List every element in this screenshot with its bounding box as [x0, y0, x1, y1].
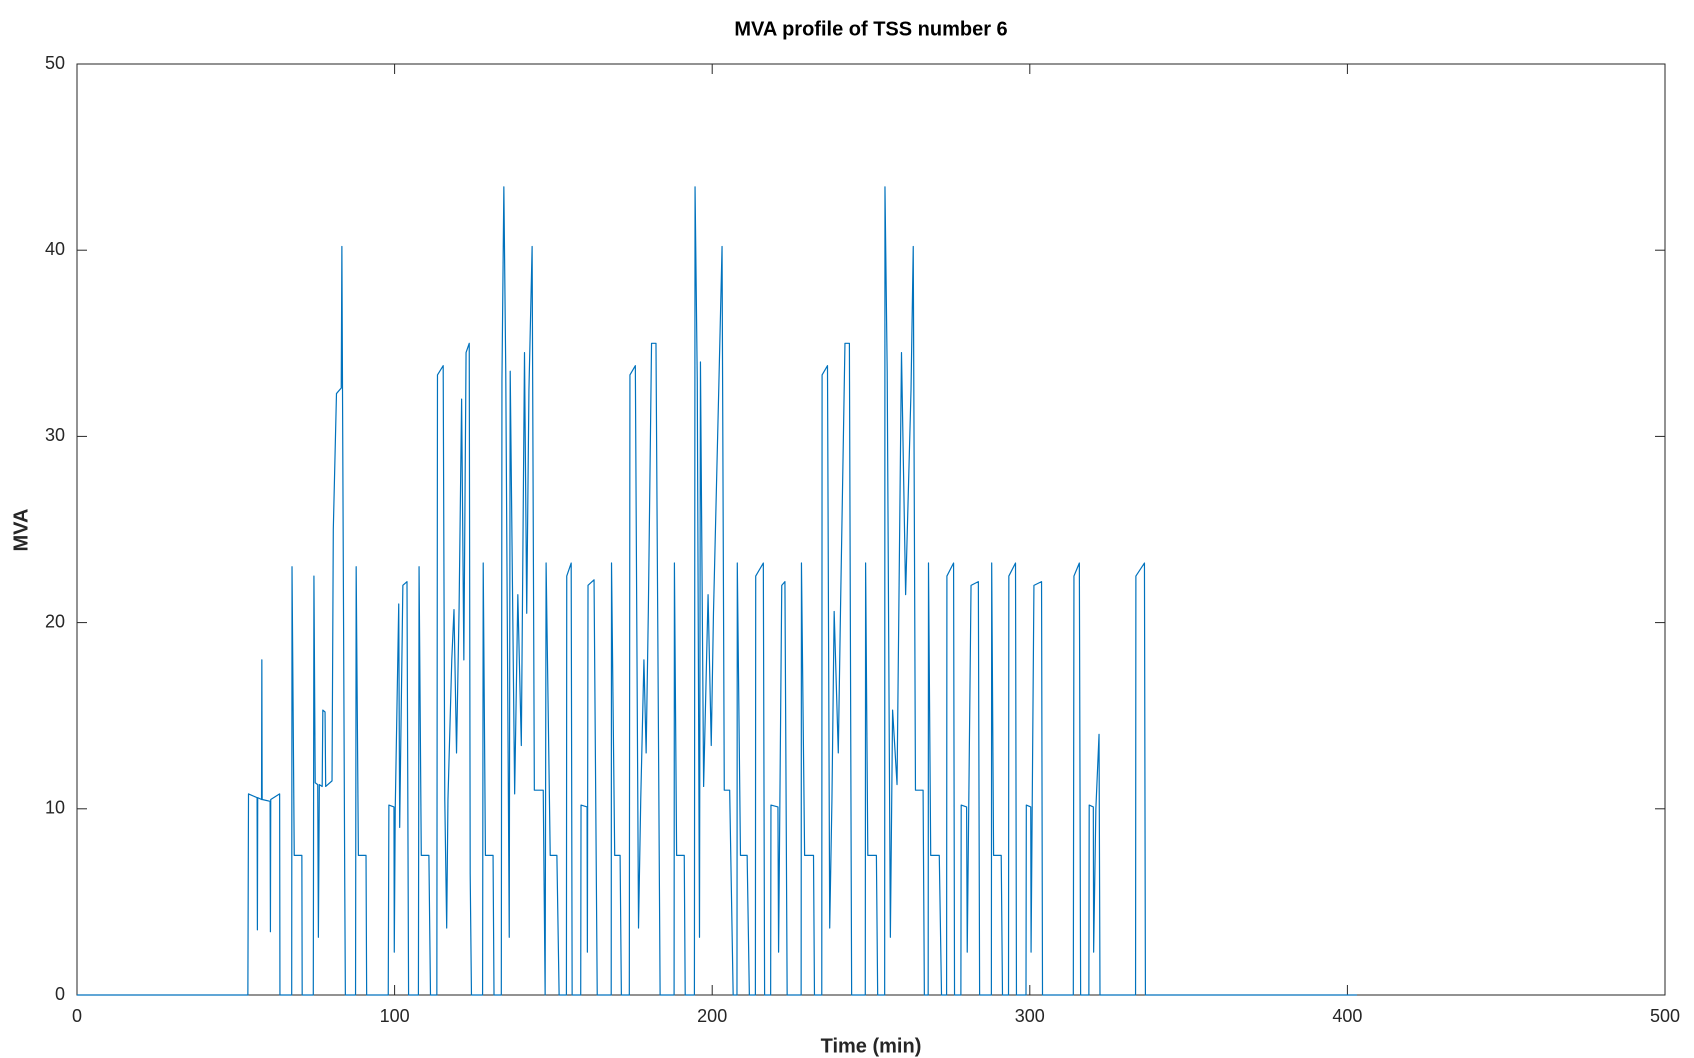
- x-tick-label: 100: [380, 1006, 410, 1026]
- data-line: [77, 186, 1357, 996]
- plot-area: [76, 63, 1666, 996]
- x-tick-label: 400: [1332, 1006, 1362, 1026]
- x-tick-label: 300: [1015, 1006, 1045, 1026]
- y-tick-label: 0: [55, 984, 65, 1004]
- x-tick-label: 500: [1650, 1006, 1680, 1026]
- chart-title: MVA profile of TSS number 6: [734, 18, 1007, 40]
- y-tick-label: 20: [45, 611, 65, 631]
- y-axis-label: MVA: [10, 509, 32, 552]
- y-tick-label: 50: [45, 53, 65, 73]
- x-tick-label: 0: [72, 1006, 82, 1026]
- y-tick-label: 40: [45, 239, 65, 259]
- x-axis-label: Time (min): [821, 1035, 922, 1057]
- x-tick-label: 200: [697, 1006, 727, 1026]
- y-tick-label: 10: [45, 798, 65, 818]
- y-tick-label: 30: [45, 425, 65, 445]
